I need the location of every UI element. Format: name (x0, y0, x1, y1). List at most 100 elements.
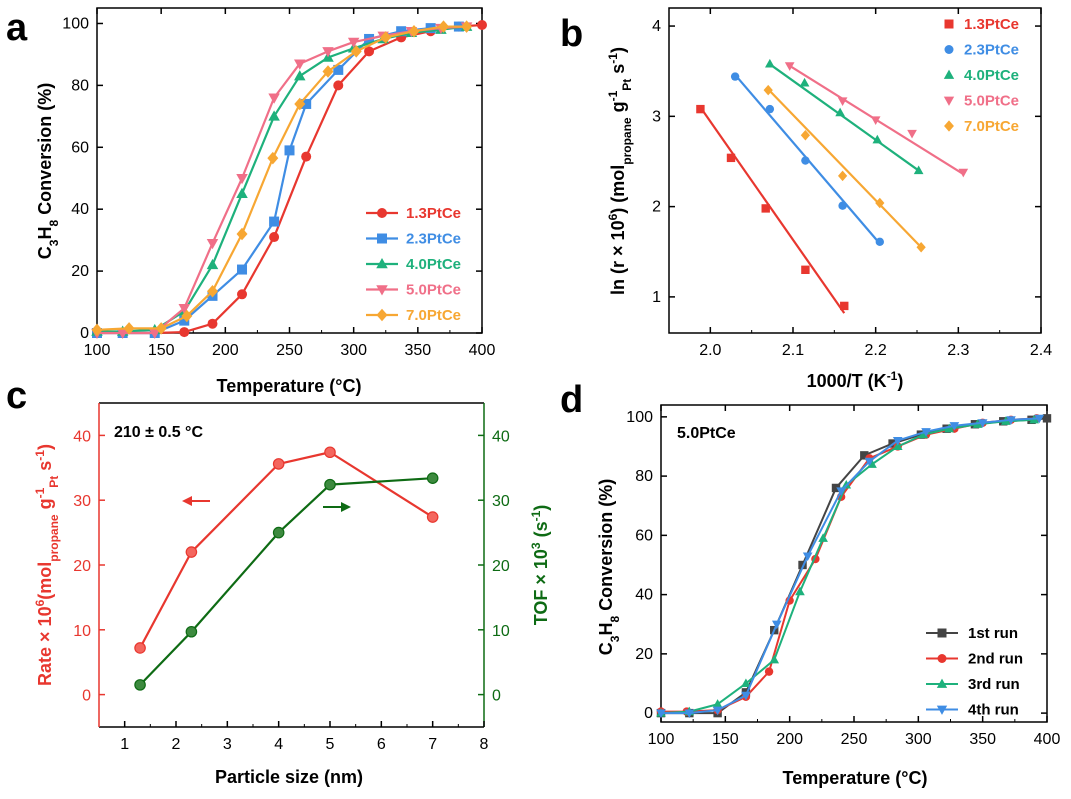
data-point-1.3PtCe (801, 265, 810, 275)
y-axis-label-part: Conversion (%) (35, 83, 55, 220)
data-point-7.0PtCe (461, 20, 473, 33)
series-line-3rd run (660, 418, 1035, 715)
data-point-7.0PtCe (207, 284, 218, 298)
x-tick-label: 7 (428, 736, 437, 753)
data-point-7.0PtCe (837, 170, 848, 182)
data-point-7.0PtCe (916, 241, 926, 253)
data-point-4th run (1006, 416, 1016, 425)
legend-label-4th run: 4th run (968, 702, 1019, 719)
panel-b: 2.0 2.1 2.2 2.3 2.4 1 2 3 4 1.3PtCe 2.3PtCe 4.0PtCe… (560, 7, 1052, 391)
data-point-4th run (864, 457, 875, 467)
x-tick-label: 350 (404, 342, 431, 359)
y-left-axis-label-part: s (35, 461, 55, 476)
x-tick-label: 4 (274, 736, 283, 753)
y-left-axis-label-part: g (35, 498, 55, 514)
y-left-axis-label-part: Pt (47, 476, 61, 488)
y-axis-label-part: 8 (608, 616, 622, 623)
series-line-4th run (661, 417, 1040, 715)
data-point-4th run (741, 691, 751, 701)
legend-marker-1st run (937, 628, 947, 638)
data-point-4th run (712, 706, 723, 716)
data-point-7.0PtCe (350, 45, 362, 58)
data-point-4.0PtCe (913, 165, 924, 175)
legend-marker-4.0PtCe (943, 69, 955, 79)
y-left-axis-label-part: (mol (35, 562, 55, 600)
data-point-Rate (324, 446, 336, 459)
y-axis-label-part: g (608, 101, 628, 117)
panel-c: 1 2 3 4 5 6 7 8 0 0 10 10 20 20 30 30 40 40 210 ± 0.5 °C Pa… (6, 375, 551, 787)
legend-label-7.0PtCe: 7.0PtCe (964, 118, 1019, 135)
y-axis-label-part: 8 (47, 220, 61, 227)
y-axis-label-part: ) (608, 47, 628, 53)
fit-line-4.0PtCe (767, 62, 922, 174)
x-tick-label: 150 (712, 731, 739, 748)
y-right-axis-label-part: (s (531, 521, 551, 542)
y-axis-label-part: ) (mol (608, 165, 628, 214)
legend-label-4.0PtCe: 4.0PtCe (964, 67, 1019, 84)
data-point-5.0PtCe (178, 303, 191, 315)
data-point-TOF (426, 472, 439, 484)
legend-label-2.3PtCe: 2.3PtCe (964, 42, 1019, 59)
data-point-2.3PtCe (838, 201, 847, 210)
x-tick-label: 2.0 (699, 342, 721, 359)
y-left-tick-label: 0 (82, 688, 91, 705)
y-axis-label-part: -1 (606, 90, 620, 101)
x-tick-label: 2.1 (782, 342, 804, 359)
data-point-7.0PtCe (294, 97, 306, 111)
data-point-1.3PtCe (269, 232, 280, 243)
data-point-7.0PtCe (123, 322, 135, 335)
data-point-Rate (134, 642, 146, 654)
data-point-2.3PtCe (801, 156, 810, 165)
data-point-4.0PtCe (835, 107, 845, 117)
x-axis-label: Temperature (°C) (217, 376, 362, 396)
data-point-1.3PtCe (477, 20, 487, 31)
y-left-tick-label: 30 (73, 493, 91, 510)
data-point-5.0PtCe (907, 129, 917, 139)
x-axis-label-part: -1 (887, 369, 898, 383)
legend-label-1st run: 1st run (968, 625, 1018, 642)
data-point-1.3PtCe (696, 104, 705, 114)
data-point-5.0PtCe (206, 238, 219, 250)
y-axis-label-part: C (596, 642, 616, 655)
y-right-axis-label-part: -1 (529, 510, 543, 521)
y-tick-label: 0 (80, 325, 89, 342)
data-point-1.3PtCe (364, 46, 375, 57)
legend-label-2nd run: 2nd run (968, 651, 1023, 668)
data-point-1.3PtCe (840, 301, 849, 311)
data-point-7.0PtCe (875, 197, 885, 209)
legend-label-5.0PtCe: 5.0PtCe (406, 282, 461, 299)
series-line-TOF (139, 477, 433, 686)
data-point-Rate (426, 511, 439, 523)
data-point-3rd run (818, 533, 828, 542)
x-tick-label: 1 (120, 736, 129, 753)
data-point-5.0PtCe (784, 62, 795, 71)
x-axis-label-part: ) (897, 371, 903, 391)
data-point-3rd run (795, 586, 805, 596)
x-tick-label: 100 (648, 731, 675, 748)
y-tick-label: 20 (635, 646, 653, 663)
y-axis-label-part: H (35, 227, 55, 240)
legend-marker-2nd run (937, 654, 947, 663)
data-point-5.0PtCe (958, 168, 969, 178)
x-tick-label: 300 (905, 731, 932, 748)
y-tick-label: 60 (635, 527, 653, 544)
legend-label-7.0PtCe: 7.0PtCe (406, 307, 461, 324)
data-point-1.3PtCe (207, 318, 218, 329)
y-tick-label: 60 (71, 139, 89, 156)
panel-label-d: d (560, 379, 583, 421)
data-point-2.3PtCe (301, 98, 312, 109)
temperature-annotation: 210 ± 0.5 °C (114, 424, 203, 441)
data-point-4.0PtCe (765, 58, 775, 68)
data-point-4th run (949, 422, 960, 431)
y-axis-label: ln (r × 106) (molpropane g-1Pt s-1) (606, 47, 634, 295)
x-tick-label: 300 (340, 342, 367, 359)
series-line-7.0PtCe (96, 25, 467, 332)
data-point-3rd run (741, 678, 751, 688)
data-point-4.0PtCe (872, 134, 883, 144)
x-tick-label: 200 (212, 342, 239, 359)
y-left-axis-label-part: ) (35, 444, 55, 450)
x-tick-label: 2.4 (1030, 342, 1052, 359)
y-tick-label: 20 (71, 263, 89, 280)
legend-label-5.0PtCe: 5.0PtCe (964, 93, 1019, 110)
legend-label-2.3PtCe: 2.3PtCe (406, 231, 461, 248)
